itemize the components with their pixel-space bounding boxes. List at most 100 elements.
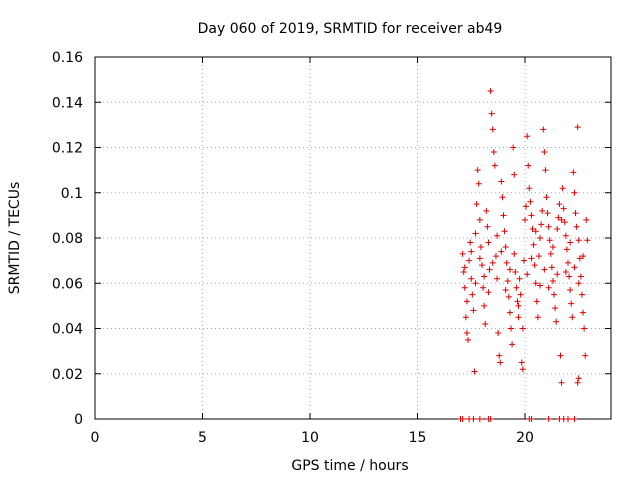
data-point	[499, 194, 506, 201]
data-point	[490, 149, 497, 156]
data-point	[482, 320, 489, 327]
data-point	[489, 126, 496, 133]
data-point	[541, 149, 548, 156]
data-point	[459, 250, 466, 257]
y-tick-label: 0.06	[52, 276, 83, 292]
data-point	[515, 302, 522, 309]
data-point	[461, 284, 468, 291]
data-point	[567, 287, 574, 294]
data-point	[500, 212, 507, 219]
data-point	[463, 330, 470, 337]
data-point	[528, 212, 535, 219]
data-point	[558, 379, 565, 386]
data-point	[472, 280, 479, 287]
chart-title: Day 060 of 2019, SRMTID for receiver ab4…	[198, 21, 503, 37]
data-point	[556, 201, 563, 208]
data-point	[571, 189, 578, 196]
data-point	[566, 273, 573, 280]
data-point	[537, 235, 544, 241]
data-point	[554, 271, 561, 278]
data-point	[517, 291, 524, 298]
data-point	[574, 124, 581, 131]
data-point	[468, 248, 475, 255]
data-point	[531, 262, 538, 269]
data-point	[486, 266, 493, 273]
x-tick-label: 5	[198, 430, 207, 446]
y-axis: 0 0.02 0.04 0.06 0.08 0.1 0.12 0.14 0.16	[52, 50, 611, 428]
data-point	[470, 307, 477, 314]
data-point	[546, 237, 553, 244]
data-point	[473, 201, 480, 208]
data-point	[485, 239, 492, 246]
x-tick-label: 15	[409, 430, 427, 446]
data-point	[516, 275, 523, 282]
data-point	[534, 314, 541, 321]
data-point	[538, 221, 545, 228]
data-point	[583, 216, 590, 223]
data-point	[481, 273, 488, 280]
data-point	[562, 232, 569, 239]
data-point	[460, 268, 467, 275]
data-point	[572, 210, 579, 217]
data-point	[532, 280, 539, 287]
data-point	[565, 416, 571, 422]
data-point	[533, 298, 540, 305]
data-point	[576, 255, 583, 262]
data-point	[476, 416, 483, 422]
data-point	[584, 237, 591, 244]
data-point	[526, 185, 533, 192]
data-point	[551, 291, 558, 298]
data-point	[525, 162, 532, 169]
data-point	[477, 244, 484, 251]
plot-frame	[94, 56, 612, 420]
data-point	[519, 325, 526, 332]
data-point	[514, 298, 521, 305]
data-point	[552, 305, 559, 312]
data-point	[495, 330, 502, 337]
data-point	[539, 207, 546, 214]
y-tick-label: 0.1	[61, 186, 83, 202]
data-point	[537, 282, 544, 289]
data-point	[506, 309, 513, 316]
data-point	[581, 325, 588, 332]
y-tick-label: 0.08	[52, 231, 83, 247]
data-point	[466, 257, 473, 264]
data-point	[558, 216, 565, 223]
data-point	[559, 185, 566, 192]
data-point	[487, 87, 494, 94]
y-tick-label: 0.04	[52, 322, 83, 338]
y-tick-label: 0.14	[52, 95, 83, 111]
data-point	[520, 257, 527, 264]
data-point	[541, 266, 548, 273]
data-point	[465, 336, 472, 343]
data-point	[463, 298, 470, 305]
data-point	[481, 302, 488, 309]
data-point	[545, 223, 552, 230]
data-point	[529, 225, 536, 232]
data-point	[467, 239, 474, 246]
data-point	[571, 416, 578, 422]
data-point	[498, 248, 505, 255]
data-point	[468, 275, 475, 282]
data-point	[577, 273, 584, 280]
data-point	[502, 244, 509, 251]
data-point	[560, 205, 567, 212]
x-tick-label: 10	[301, 430, 319, 446]
data-point	[487, 416, 494, 422]
data-point	[542, 167, 549, 174]
data-point	[501, 228, 508, 235]
data-point	[549, 277, 556, 284]
data-point	[511, 250, 518, 257]
x-axis: 0 5 10 15 20	[91, 57, 534, 446]
data-point	[523, 203, 530, 210]
data-point	[476, 216, 483, 223]
y-tick-label: 0	[74, 412, 83, 428]
y-tick-label: 0.16	[52, 50, 83, 66]
data-point	[461, 264, 468, 271]
data-point	[553, 318, 560, 325]
data-point	[459, 416, 466, 422]
data-point	[561, 219, 568, 226]
data-point	[515, 314, 522, 321]
y-axis-label: SRMTID / TECUs	[7, 182, 23, 295]
data-point	[562, 268, 569, 275]
